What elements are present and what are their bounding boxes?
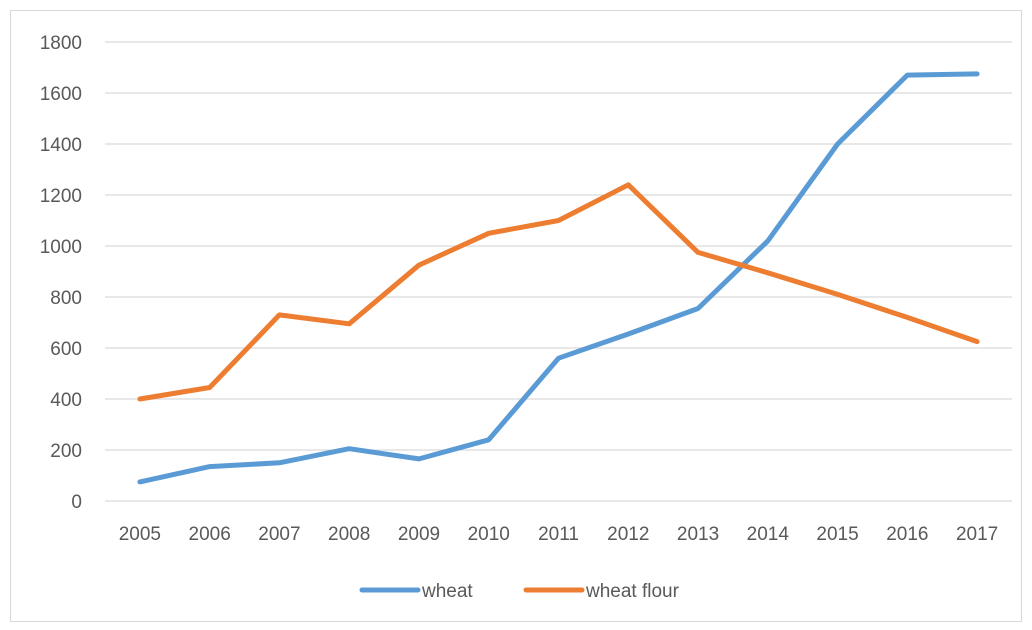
data-point-wheat — [556, 356, 561, 361]
chart-frame — [10, 10, 1022, 622]
x-tick-label: 2014 — [747, 524, 790, 545]
data-point-wheat — [905, 73, 910, 78]
data-point-wheat-flour — [975, 339, 980, 344]
y-tick-label: 1200 — [40, 186, 82, 207]
data-point-wheat-flour — [277, 312, 282, 317]
x-tick-label: 2015 — [816, 524, 858, 545]
legend-label: wheat flour — [585, 581, 680, 602]
x-tick-label: 2005 — [119, 524, 161, 545]
legend-item: wheat — [359, 581, 473, 602]
data-point-wheat-flour — [486, 231, 491, 236]
x-tick-label: 2011 — [538, 524, 579, 545]
y-tick-label: 0 — [71, 492, 82, 513]
x-axis-tick-labels: 2005 2006 2007 2008 2009 2010 2011 2012 2013 2014… — [119, 524, 999, 545]
data-point-wheat — [416, 456, 421, 461]
data-point-wheat-flour — [207, 385, 212, 390]
data-point-wheat-flour — [835, 292, 840, 297]
data-point-wheat-flour — [137, 397, 142, 402]
y-tick-label: 1400 — [40, 135, 82, 156]
y-tick-label: 400 — [50, 390, 82, 411]
data-point-wheat-flour — [626, 182, 631, 187]
data-point-wheat — [765, 238, 770, 243]
legend-label: wheat — [421, 581, 473, 602]
x-tick-label: 2017 — [956, 524, 998, 545]
x-tick-label: 2016 — [886, 524, 928, 545]
data-point-wheat — [137, 479, 142, 484]
series-line-wheat — [137, 71, 980, 485]
data-point-wheat — [975, 71, 980, 76]
y-tick-label: 1800 — [40, 33, 82, 54]
data-point-wheat — [207, 464, 212, 469]
data-point-wheat — [347, 446, 352, 451]
x-tick-label: 2009 — [398, 524, 440, 545]
data-point-wheat-flour — [696, 250, 701, 255]
data-point-wheat-flour — [905, 315, 910, 320]
data-point-wheat — [696, 306, 701, 311]
series-lines — [137, 71, 980, 485]
data-point-wheat-flour — [556, 218, 561, 223]
data-point-wheat — [486, 437, 491, 442]
x-tick-label: 2007 — [258, 524, 300, 545]
series-line-wheat-flour — [137, 182, 980, 402]
y-tick-label: 800 — [50, 288, 82, 309]
data-point-wheat-flour — [765, 270, 770, 275]
data-point-wheat — [626, 331, 631, 336]
data-point-wheat — [835, 142, 840, 147]
legend-item: wheat flour — [523, 581, 680, 602]
y-tick-label: 1000 — [40, 237, 82, 258]
x-tick-label: 2012 — [607, 524, 649, 545]
x-tick-label: 2010 — [468, 524, 510, 545]
y-tick-label: 1600 — [40, 84, 82, 105]
y-tick-label: 600 — [50, 339, 82, 360]
y-tick-label: 200 — [50, 441, 82, 462]
gridlines — [105, 41, 1012, 502]
x-tick-label: 2006 — [189, 524, 231, 545]
data-point-wheat-flour — [347, 321, 352, 326]
x-tick-label: 2008 — [328, 524, 370, 545]
data-point-wheat — [277, 460, 282, 465]
data-point-wheat-flour — [416, 263, 421, 268]
x-tick-label: 2013 — [677, 524, 719, 545]
legend: wheat wheat flour — [359, 581, 680, 602]
y-axis-tick-labels: 0 200 400 600 800 1000 1200 1400 1600 1800 — [40, 33, 82, 513]
